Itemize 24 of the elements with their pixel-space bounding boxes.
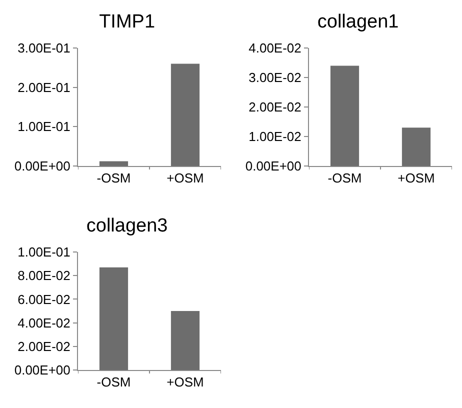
y-tick-label: 4.00E-02	[18, 315, 70, 330]
y-tick-label: 3.00E-02	[248, 70, 302, 86]
chart-title: collagen3	[86, 216, 168, 237]
y-tick-label: 1.00E-01	[18, 244, 70, 260]
y-tick-label: 4.00E-02	[248, 40, 302, 56]
x-tick-label: +OSM	[398, 170, 435, 186]
x-tick-label: +OSM	[166, 170, 204, 186]
x-tick-label: -OSM	[96, 170, 131, 186]
y-tick-label: 1.00E-02	[248, 129, 302, 144]
y-tick-label: 2.00E-01	[18, 80, 70, 95]
y-tick-label: 3.00E-01	[18, 40, 70, 56]
y-tick-label: 2.00E-02	[18, 338, 70, 354]
x-tick-label: -OSM	[328, 170, 362, 186]
x-tick-label: -OSM	[96, 374, 131, 390]
y-tick-label: 0.00E+00	[245, 158, 302, 174]
y-tick-label: 8.00E-02	[18, 268, 70, 284]
chart-title: collagen1	[317, 12, 399, 33]
y-tick-label: 0.00E+00	[14, 158, 70, 174]
chart-title: TIMP1	[99, 12, 156, 33]
x-tick-label: +OSM	[166, 374, 204, 390]
y-tick-label: 1.00E-01	[18, 119, 70, 134]
y-tick-label: 0.00E+00	[14, 362, 70, 378]
y-tick-label: 6.00E-02	[18, 292, 70, 307]
y-tick-label: 2.00E-02	[248, 100, 302, 115]
